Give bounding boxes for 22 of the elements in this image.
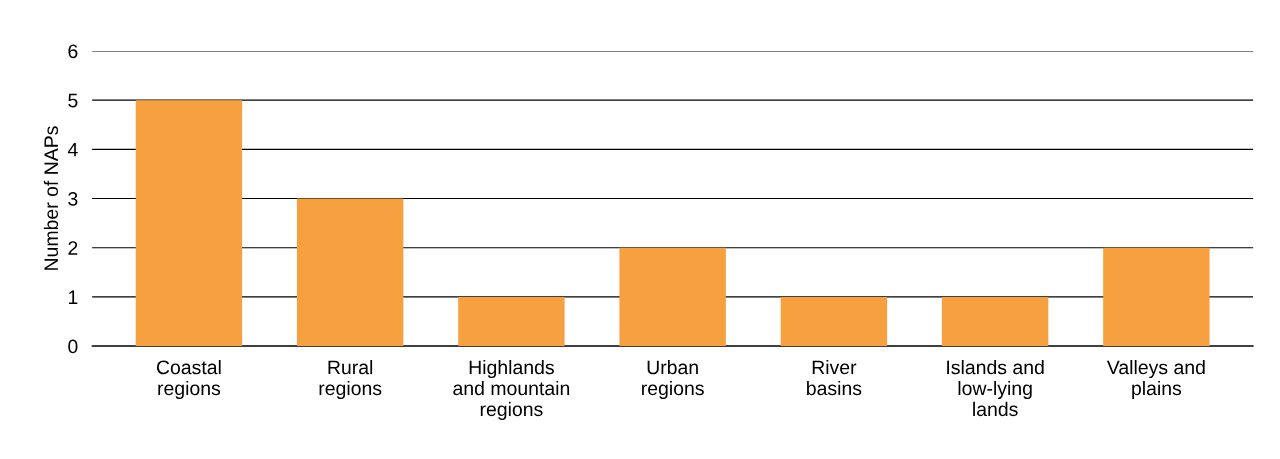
y-tick-label: 4 — [67, 143, 78, 157]
x-tick-label: River basins — [807, 359, 862, 396]
y-tick-label: 6 — [68, 44, 78, 59]
bar — [619, 247, 726, 347]
bar — [296, 198, 404, 347]
y-tick-label: 2 — [68, 241, 78, 255]
bar — [458, 296, 565, 347]
x-tick-label: Valleys and plains — [1106, 359, 1205, 400]
y-tick-label: 5 — [68, 93, 78, 108]
bar — [780, 296, 888, 347]
y-tick-label: 1 — [68, 290, 78, 304]
x-tick-label: Highlands and mountain regions — [453, 359, 570, 420]
x-tick-label: Coastal regions — [156, 359, 221, 400]
bar — [135, 100, 243, 347]
x-tick-label: Islands and low-lying lands — [947, 359, 1044, 417]
y-axis-title: Number of NAPs — [43, 126, 59, 270]
y-tick-label: 3 — [68, 191, 78, 206]
bar — [941, 296, 1049, 347]
x-tick-label: Rural regions — [319, 359, 382, 400]
bar — [1103, 247, 1210, 347]
x-tick-label: Urban regions — [642, 359, 704, 400]
y-tick-label: 0 — [68, 339, 78, 354]
